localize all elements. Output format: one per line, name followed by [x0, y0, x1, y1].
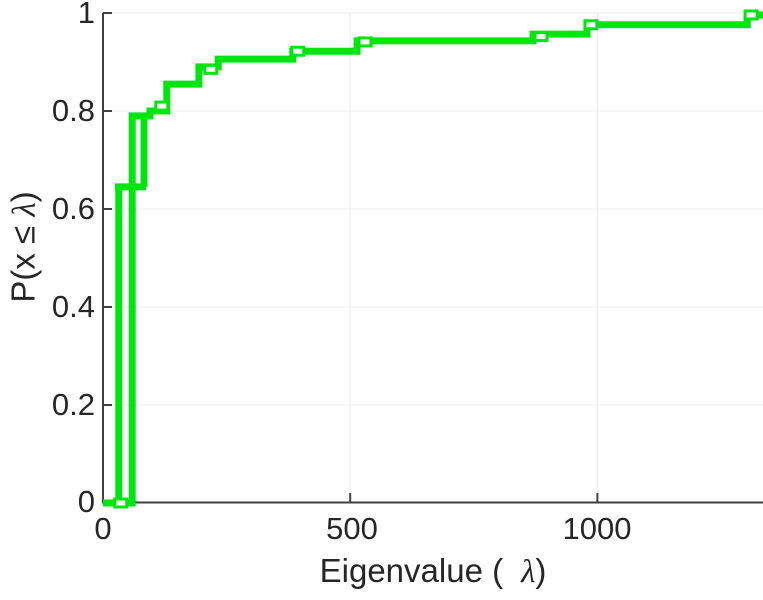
y-tick-label-1: 1	[77, 0, 95, 30]
marker-square-inner	[206, 66, 216, 72]
x-axis-label-close: )	[535, 552, 547, 589]
marker-square-inner	[536, 34, 546, 40]
y-axis-label: P(x ≤ λ)	[4, 191, 43, 303]
marker-square-inner	[116, 500, 126, 506]
y-tick-label-0-4: 0.4	[51, 289, 95, 324]
data-point-markers	[113, 9, 759, 509]
x-tick-label-500: 500	[326, 511, 378, 546]
y-tick-label-0: 0	[77, 484, 95, 519]
axes-spines	[102, 13, 763, 504]
marker-square-inner	[157, 103, 167, 109]
y-axis-label-close: )	[4, 191, 42, 203]
y-axis-label-text: P(x ≤	[4, 216, 42, 303]
x-axis-label-text: Eigenvalue (	[319, 552, 504, 589]
x-tick-label-1000: 1000	[562, 511, 632, 546]
y-tick-label-0-6: 0.6	[51, 191, 95, 226]
cdf-curve	[103, 11, 763, 507]
marker-square-inner	[360, 39, 370, 45]
y-tick-label-0-8: 0.8	[51, 93, 95, 128]
marker-square-inner	[746, 12, 756, 18]
cdf-staircase-path	[103, 11, 763, 507]
y-tick-label-0-2: 0.2	[51, 387, 95, 422]
x-axis-label: Eigenvalue ( λ)	[103, 552, 763, 590]
marker-square-inner	[586, 22, 596, 28]
lambda-symbol: λ	[521, 554, 536, 590]
lambda-symbol: λ	[6, 202, 43, 217]
marker-square-inner	[293, 48, 303, 54]
x-tick-label-0: 0	[94, 511, 112, 546]
